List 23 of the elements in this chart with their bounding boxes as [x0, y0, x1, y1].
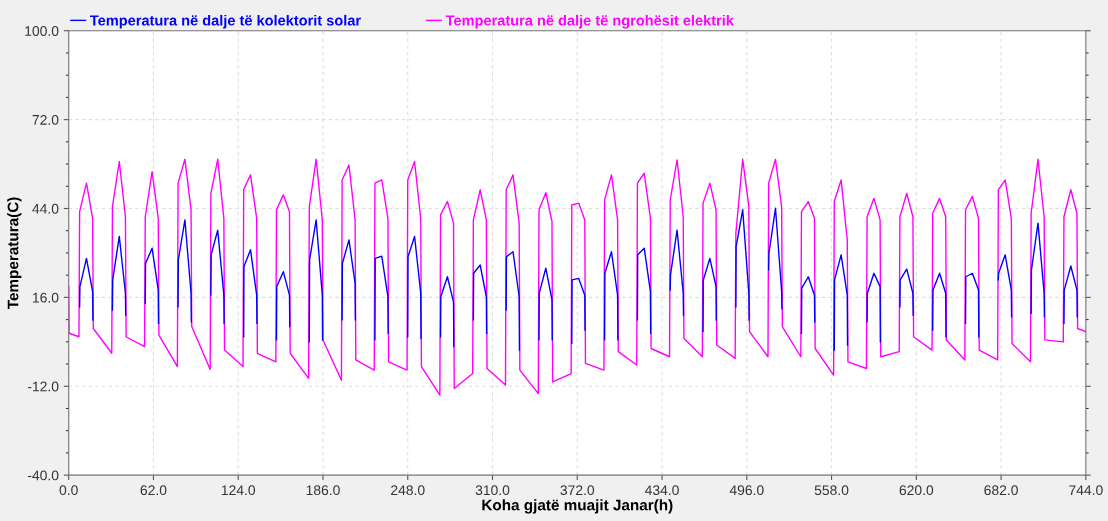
y-axis-title: Temperatura(C): [7, 197, 22, 310]
x-axis-title: Koha gjatë muajit Janar(h): [482, 499, 673, 514]
y-tick-label: -12.0: [27, 381, 59, 392]
x-tick-label: 124.0: [221, 485, 256, 496]
x-tick-label: 682.0: [984, 485, 1018, 496]
x-tick-label: 248.0: [391, 485, 425, 496]
y-tick-label: 16.0: [33, 292, 59, 303]
y-tick-label: 44.0: [32, 203, 59, 214]
y-tick-label: -40.0: [27, 470, 59, 481]
x-tick-label: 0.0: [59, 485, 78, 496]
y-tick-label: 72.0: [32, 114, 59, 125]
x-tick-label: 496.0: [729, 485, 764, 496]
x-tick-label: 372.0: [560, 485, 595, 496]
legend-label: Temperatura në dalje të kolektorit solar: [90, 14, 361, 29]
x-tick-label: 558.0: [814, 485, 849, 496]
y-tick-label: 100.0: [25, 26, 59, 36]
x-tick-label: 434.0: [644, 485, 679, 496]
x-tick-label: 62.0: [140, 485, 167, 496]
legend-label: Temperatura në dalje të ngrohësit elektrik: [445, 14, 734, 29]
x-tick-label: 744.0: [1069, 485, 1103, 496]
x-tick-label: 186.0: [306, 485, 340, 496]
x-tick-label: 310.0: [475, 485, 510, 496]
x-tick-label: 620.0: [899, 485, 934, 496]
